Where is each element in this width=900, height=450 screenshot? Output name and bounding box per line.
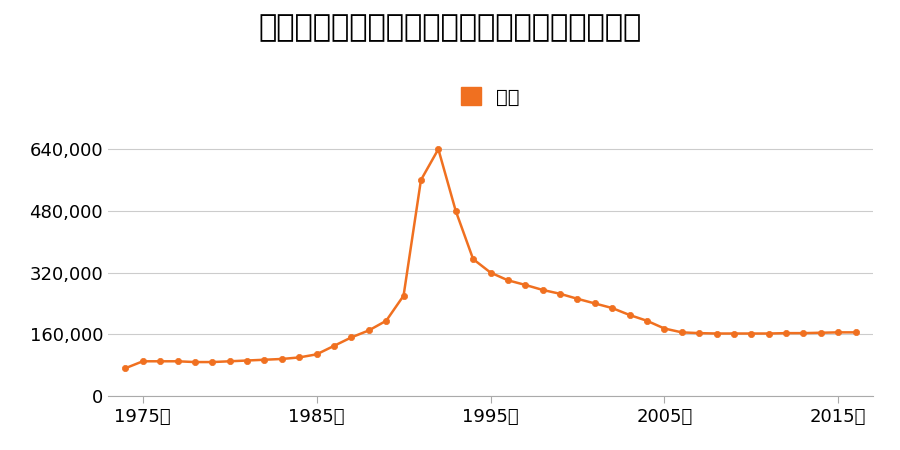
- Text: 兵庫県宝塚市御殿山３丁目３９０番の地価推移: 兵庫県宝塚市御殿山３丁目３９０番の地価推移: [258, 14, 642, 42]
- Legend: 価格: 価格: [461, 87, 520, 107]
